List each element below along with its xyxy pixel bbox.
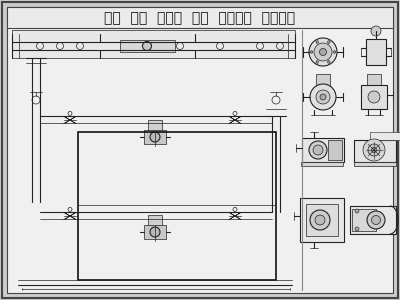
Bar — [306, 204, 338, 236]
Circle shape — [355, 209, 359, 213]
Circle shape — [310, 51, 313, 53]
Bar — [12, 30, 295, 58]
Bar — [301, 162, 343, 166]
Bar — [361, 85, 387, 109]
Bar — [367, 74, 381, 87]
Bar — [148, 215, 162, 226]
Circle shape — [328, 41, 330, 43]
Circle shape — [363, 139, 385, 161]
Circle shape — [310, 210, 330, 230]
Circle shape — [372, 215, 380, 224]
Circle shape — [371, 26, 381, 36]
Bar — [7, 7, 393, 28]
Circle shape — [367, 211, 385, 229]
Circle shape — [368, 91, 380, 103]
Circle shape — [328, 61, 330, 63]
Circle shape — [150, 227, 160, 237]
Circle shape — [320, 94, 326, 100]
Circle shape — [314, 43, 332, 61]
Bar — [144, 225, 166, 239]
Bar — [366, 39, 386, 65]
Circle shape — [372, 148, 376, 152]
Circle shape — [313, 145, 323, 155]
Circle shape — [355, 227, 359, 231]
Bar — [350, 206, 396, 234]
Text: 水泵  管道  离心泵  电泵  工业器材  工业设备: 水泵 管道 离心泵 电泵 工业器材 工业设备 — [104, 11, 296, 25]
Bar — [148, 120, 162, 131]
Circle shape — [333, 51, 336, 53]
Circle shape — [310, 84, 336, 110]
Circle shape — [316, 61, 318, 63]
Circle shape — [309, 38, 337, 66]
Bar — [354, 140, 396, 162]
Bar — [302, 138, 344, 162]
Bar — [328, 140, 342, 160]
Bar — [370, 132, 400, 140]
Circle shape — [142, 41, 152, 50]
Bar — [352, 209, 376, 231]
Bar — [120, 40, 175, 52]
Circle shape — [368, 144, 380, 156]
Bar — [78, 132, 276, 280]
Circle shape — [316, 41, 318, 43]
Bar — [354, 162, 396, 166]
Bar — [316, 74, 330, 87]
Circle shape — [309, 141, 327, 159]
Bar — [144, 130, 166, 144]
Circle shape — [316, 90, 330, 104]
Circle shape — [150, 132, 160, 142]
Bar — [300, 198, 344, 242]
Circle shape — [315, 215, 325, 225]
Circle shape — [320, 49, 326, 56]
